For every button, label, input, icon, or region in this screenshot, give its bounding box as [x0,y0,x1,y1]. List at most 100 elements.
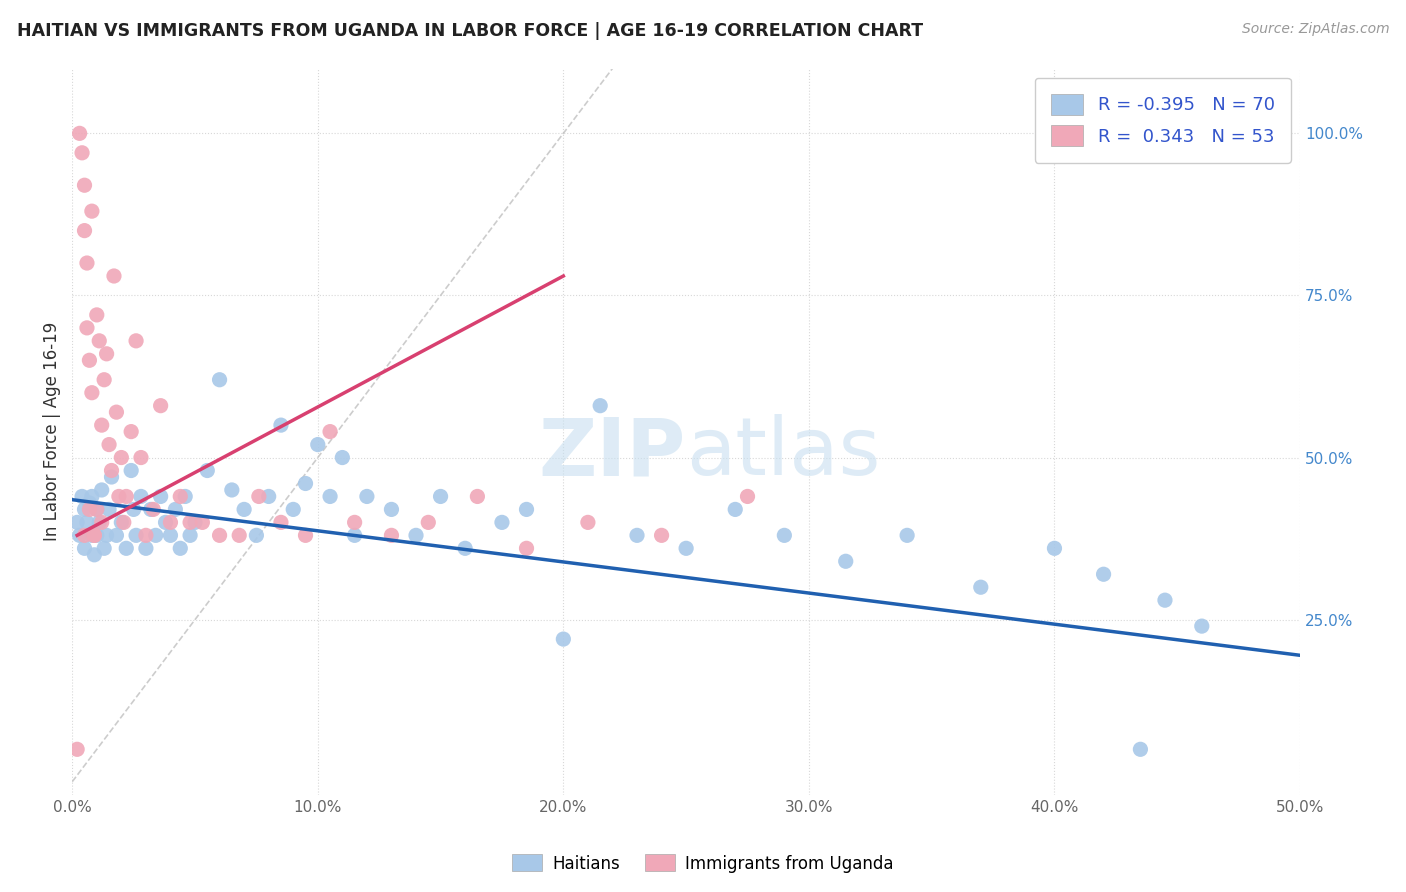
Point [1154,593,1177,607]
Point [129,490,152,504]
Point [93,541,115,556]
Point [195,463,218,477]
Point [100,470,122,484]
Point [76,516,98,530]
Point [576,516,599,530]
Point [79,496,101,510]
Point [96,347,118,361]
Point [515,502,537,516]
Legend: Haitians, Immigrants from Uganda: Haitians, Immigrants from Uganda [506,847,900,880]
Point [100,463,122,477]
Point [330,450,353,465]
Point [73,178,96,193]
Point [970,580,993,594]
Point [1043,541,1066,556]
Point [96,528,118,542]
Point [112,516,135,530]
Point [80,490,103,504]
Point [228,528,250,542]
Point [491,516,513,530]
Point [343,516,366,530]
Point [115,541,138,556]
Point [142,502,165,516]
Point [179,528,201,542]
Point [66,742,89,756]
Point [69,127,91,141]
Point [79,353,101,368]
Point [90,516,112,530]
Point [135,541,157,556]
Point [294,528,316,542]
Point [651,528,673,542]
Point [221,483,243,497]
Point [129,450,152,465]
Point [405,528,427,542]
Point [70,490,93,504]
Point [356,490,378,504]
Point [174,490,197,504]
Point [98,502,121,516]
Point [1191,619,1213,633]
Point [98,437,121,451]
Point [105,528,128,542]
Point [737,490,759,504]
Point [122,502,145,516]
Point [103,268,125,283]
Point [80,385,103,400]
Point [86,502,108,516]
Point [233,502,256,516]
Point [553,632,575,646]
Point [1092,567,1115,582]
Legend: R = -0.395   N = 70, R =  0.343   N = 53: R = -0.395 N = 70, R = 0.343 N = 53 [1035,78,1291,162]
Point [208,528,231,542]
Y-axis label: In Labor Force | Age 16-19: In Labor Force | Age 16-19 [44,322,60,541]
Point [110,450,132,465]
Point [773,528,796,542]
Point [73,528,96,542]
Point [135,528,157,542]
Point [90,483,112,497]
Point [93,373,115,387]
Point [149,490,172,504]
Point [270,516,292,530]
Point [86,502,108,516]
Text: atlas: atlas [686,415,880,492]
Point [724,502,747,516]
Point [120,463,142,477]
Text: ZIP: ZIP [538,415,686,492]
Point [319,490,342,504]
Point [184,516,207,530]
Point [115,490,138,504]
Point [80,204,103,219]
Point [110,516,132,530]
Text: Source: ZipAtlas.com: Source: ZipAtlas.com [1241,22,1389,37]
Point [467,490,489,504]
Point [343,528,366,542]
Point [125,528,148,542]
Point [380,502,402,516]
Point [120,425,142,439]
Point [319,425,342,439]
Point [76,321,98,335]
Point [454,541,477,556]
Point [380,528,402,542]
Point [149,399,172,413]
Point [257,490,280,504]
Point [1129,742,1152,756]
Point [73,224,96,238]
Point [159,516,181,530]
Point [76,256,98,270]
Text: HAITIAN VS IMMIGRANTS FROM UGANDA IN LABOR FORCE | AGE 16-19 CORRELATION CHART: HAITIAN VS IMMIGRANTS FROM UGANDA IN LAB… [17,22,922,40]
Point [86,528,108,542]
Point [145,528,167,542]
Point [429,490,451,504]
Point [208,373,231,387]
Point [294,476,316,491]
Point [90,418,112,433]
Point [247,490,270,504]
Point [515,541,537,556]
Point [86,308,108,322]
Point [245,528,267,542]
Point [283,502,305,516]
Point [139,502,162,516]
